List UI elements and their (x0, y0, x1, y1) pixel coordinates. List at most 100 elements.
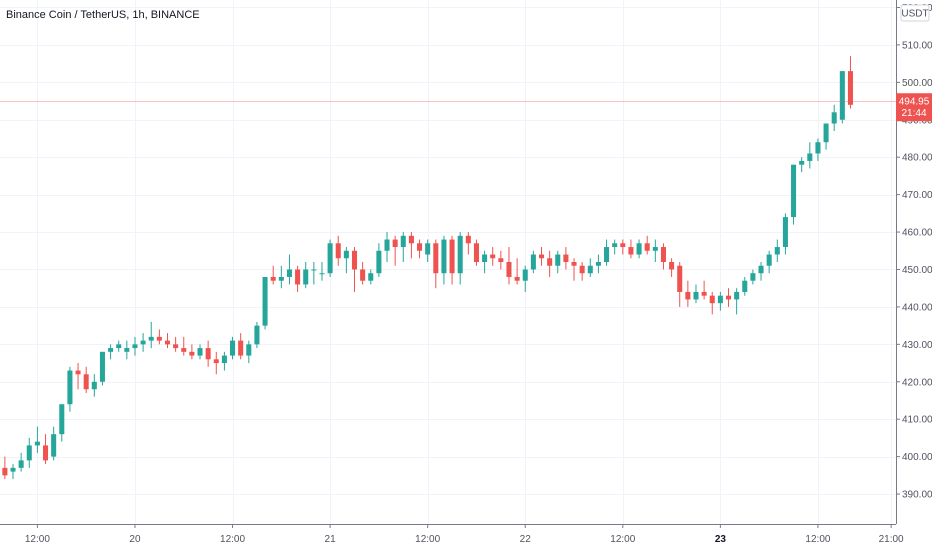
candle[interactable] (441, 235, 447, 285)
candle[interactable] (173, 336, 179, 352)
candle[interactable] (530, 250, 536, 274)
candle[interactable] (148, 321, 154, 349)
candle[interactable] (660, 243, 666, 270)
candle[interactable] (295, 265, 301, 292)
candle[interactable] (538, 247, 545, 266)
candle[interactable] (205, 340, 211, 367)
candle[interactable] (498, 250, 504, 270)
candle[interactable] (2, 456, 8, 480)
candle[interactable] (392, 235, 398, 266)
candle[interactable] (91, 374, 97, 397)
candle[interactable] (563, 247, 569, 270)
candle[interactable] (831, 104, 837, 131)
candle[interactable] (587, 258, 593, 277)
candle[interactable] (360, 262, 366, 285)
candle[interactable] (490, 247, 496, 266)
candle[interactable] (116, 340, 122, 352)
candle[interactable] (782, 213, 788, 255)
candle[interactable] (164, 333, 171, 349)
candle[interactable] (262, 276, 268, 330)
candle[interactable] (132, 336, 138, 356)
candle[interactable] (51, 426, 57, 461)
candle[interactable] (83, 366, 89, 393)
candle[interactable] (43, 434, 49, 465)
candle[interactable] (400, 232, 406, 262)
candle[interactable] (758, 262, 764, 281)
candle[interactable] (823, 123, 829, 150)
candle[interactable] (457, 232, 463, 285)
candle[interactable] (319, 262, 325, 281)
candle[interactable] (368, 269, 374, 285)
candle[interactable] (327, 239, 333, 277)
candle[interactable] (644, 235, 650, 255)
candle[interactable] (417, 239, 423, 259)
candle[interactable] (230, 336, 236, 360)
candle[interactable] (685, 280, 691, 307)
candle[interactable] (10, 464, 16, 480)
candle[interactable] (108, 344, 114, 360)
candle[interactable] (197, 344, 203, 360)
candle[interactable] (221, 351, 227, 371)
candle[interactable] (213, 351, 219, 375)
candle[interactable] (34, 426, 40, 453)
candle[interactable] (604, 239, 610, 266)
candle[interactable] (408, 232, 414, 259)
candle[interactable] (343, 247, 349, 274)
candle[interactable] (612, 239, 618, 255)
candle[interactable] (473, 239, 479, 266)
candle[interactable] (766, 250, 772, 274)
candle[interactable] (701, 280, 707, 300)
candle[interactable] (734, 288, 740, 315)
candle[interactable] (636, 239, 642, 259)
candle[interactable] (156, 329, 162, 345)
candle[interactable] (433, 239, 439, 289)
candle[interactable] (189, 344, 195, 360)
candle[interactable] (807, 142, 813, 169)
candle[interactable] (847, 56, 853, 109)
candle[interactable] (750, 269, 756, 285)
candle[interactable] (99, 351, 105, 386)
candle[interactable] (140, 333, 146, 352)
currency-unit-box[interactable]: USDT (900, 4, 930, 22)
candle[interactable] (384, 232, 390, 262)
candle[interactable] (286, 254, 292, 285)
candle[interactable] (742, 276, 748, 296)
candle[interactable] (677, 262, 683, 307)
candle[interactable] (278, 265, 284, 289)
candle[interactable] (628, 239, 634, 259)
candle[interactable] (774, 239, 780, 262)
candle[interactable] (579, 262, 585, 281)
candle[interactable] (26, 437, 32, 468)
candle[interactable] (506, 247, 512, 285)
candle[interactable] (303, 262, 309, 289)
candle[interactable] (181, 336, 187, 356)
candle[interactable] (725, 288, 732, 307)
candle[interactable] (717, 291, 723, 311)
candle[interactable] (376, 243, 382, 277)
candle[interactable] (449, 235, 455, 285)
candle[interactable] (59, 404, 65, 442)
candle[interactable] (270, 265, 276, 285)
candle[interactable] (124, 340, 130, 360)
candle[interactable] (482, 250, 488, 274)
candle[interactable] (620, 239, 626, 255)
candle[interactable] (238, 333, 244, 360)
candle[interactable] (595, 254, 601, 274)
candle[interactable] (75, 363, 81, 390)
candle[interactable] (791, 164, 797, 225)
candle[interactable] (815, 138, 821, 161)
candle[interactable] (571, 258, 577, 281)
candle[interactable] (246, 340, 252, 364)
candle[interactable] (522, 265, 528, 292)
candle[interactable] (555, 250, 561, 274)
candle[interactable] (839, 71, 845, 124)
candle[interactable] (709, 291, 715, 315)
candles-layer[interactable] (2, 56, 853, 480)
candle[interactable] (335, 235, 341, 266)
candle[interactable] (18, 452, 24, 472)
candle[interactable] (67, 366, 73, 412)
candle[interactable] (669, 258, 675, 277)
candle[interactable] (465, 232, 471, 255)
